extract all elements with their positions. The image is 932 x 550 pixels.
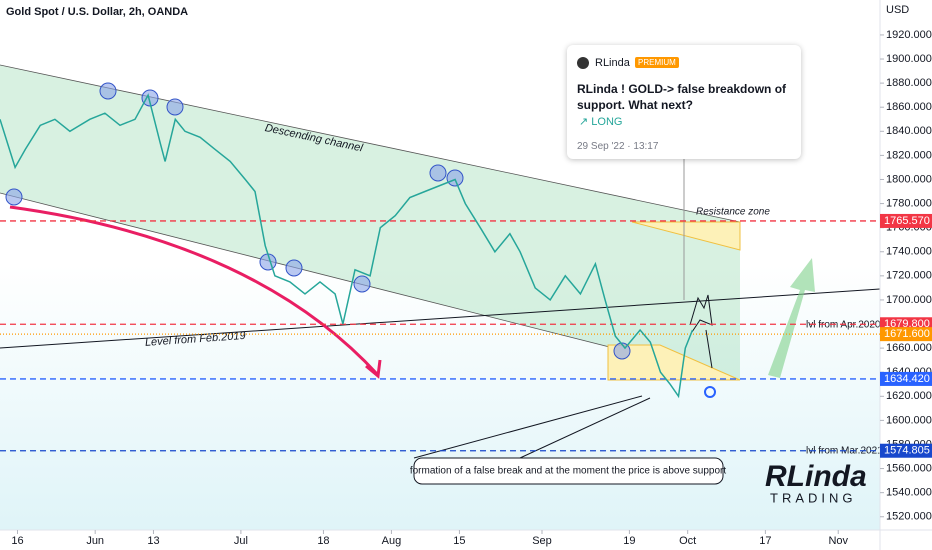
y-tick-label: 1560.000 [886,462,932,474]
x-tick-label: 13 [147,535,159,547]
level-tag-label: 1765.570 [884,215,930,227]
x-tick-label: Jun [86,535,104,547]
y-tick-label: 1820.000 [886,149,932,161]
y-tick-label: 1840.000 [886,125,932,137]
y-tick-label: 1860.000 [886,101,932,113]
y-tick-label: 1800.000 [886,173,932,185]
x-tick-label: Nov [828,535,848,547]
callout-box [413,457,724,485]
y-tick-label: 1920.000 [886,29,932,41]
logo-sub: TRADING [770,490,857,505]
resistance-zone [631,221,741,251]
channel-area [0,65,740,380]
direction-text: LONG [591,116,623,128]
trend-line [0,288,881,349]
badge: PREMIUM [635,57,679,68]
y-tick-label: 1620.000 [886,390,932,402]
chart-title: Gold Spot / U.S. Dollar, 2h, OANDA [6,6,188,18]
support-zone [607,344,741,381]
y-tick-label: 1660.000 [886,342,932,354]
arrow-head [365,359,382,379]
level-tag [880,213,932,228]
target-icon [704,386,716,398]
author: RLinda [595,57,630,69]
x-tick-label: Oct [679,535,696,547]
curved-arrow [9,205,380,377]
x-tick-label: 18 [317,535,329,547]
avatar [577,57,589,69]
level-tag-label: 1671.600 [884,328,930,340]
level-note: lvl from Apr.2020 [806,320,881,331]
channel-top [0,64,741,223]
forecast-path [689,294,713,369]
y-tick-label: 1720.000 [886,270,932,282]
level-tag [880,443,932,458]
y-tick-label: 1600.000 [886,414,932,426]
level-tag-label: 1634.420 [884,373,930,385]
resistance-label: Resistance zone [696,207,770,218]
callout-text: formation of a false break and at the mo… [410,466,727,477]
level-tag-label: 1574.805 [884,445,930,457]
y-tick-label: 1540.000 [886,487,932,499]
logo: RLinda [765,460,867,493]
x-tick-label: 15 [453,535,465,547]
y-tick-label: 1520.000 [886,511,932,523]
direction: ↗ LONG [579,116,623,128]
x-tick-label: 19 [623,535,635,547]
idea-title: RLinda ! GOLD-> false breakdown of suppo… [577,82,787,112]
y-tick-label: 1700.000 [886,294,932,306]
x-tick-label: Aug [382,535,402,547]
level-tag [880,371,932,386]
callout-lines [413,395,651,459]
touch-points [5,82,631,360]
y-tick-label: 1900.000 [886,53,932,65]
idea-card[interactable]: RLinda PREMIUM RLinda ! GOLD-> false bre… [567,45,801,159]
y-tick-label: 1780.000 [886,197,932,209]
axis-unit: USD [886,4,909,16]
x-tick-label: Sep [532,535,552,547]
y-tick-label: 1740.000 [886,246,932,258]
level-tag [880,327,932,342]
price-line [0,93,694,399]
x-tick-label: Jul [234,535,248,547]
x-tick-label: 17 [759,535,771,547]
x-tick-label: 16 [11,535,23,547]
idea-date: 29 Sep '22 · 13:17 [577,141,659,152]
long-arrow [768,258,815,378]
y-tick-label: 1880.000 [886,77,932,89]
